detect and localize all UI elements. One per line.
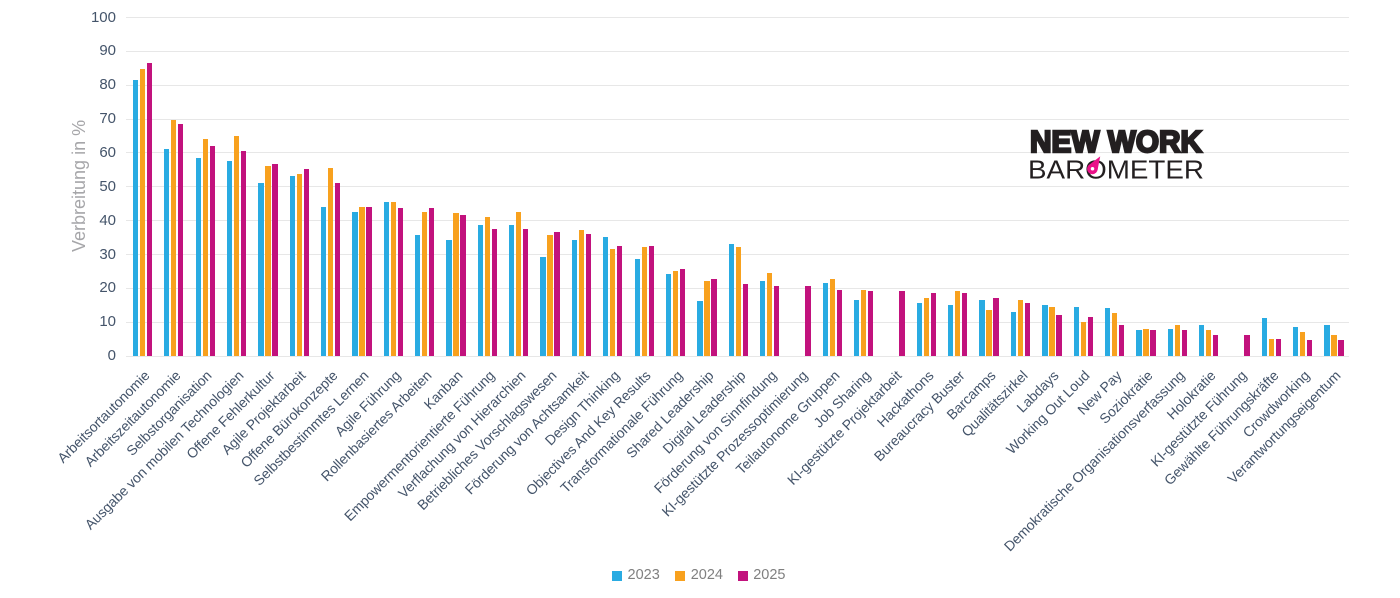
svg-text:NEW WORK: NEW WORK [1030,124,1203,159]
svg-text:BAROMETER: BAROMETER [1028,156,1204,184]
